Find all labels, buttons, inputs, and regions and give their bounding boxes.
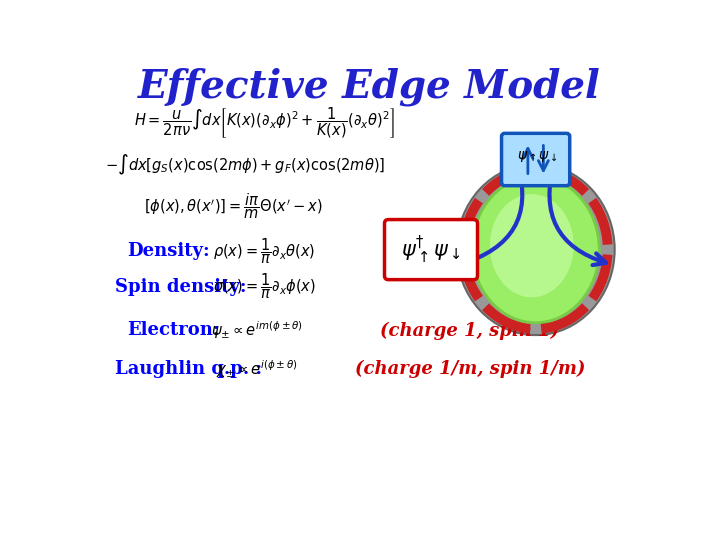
Text: $\psi_{\uparrow}\psi_{\downarrow}$: $\psi_{\uparrow}\psi_{\downarrow}$	[517, 149, 557, 164]
FancyArrowPatch shape	[461, 167, 527, 264]
Text: $\psi_{\pm} \propto e^{im(\phi\pm\theta)}$: $\psi_{\pm} \propto e^{im(\phi\pm\theta)…	[211, 320, 302, 341]
Text: (charge 1/m, spin 1/m): (charge 1/m, spin 1/m)	[354, 360, 585, 378]
Text: $\psi_{\uparrow}^{\dagger}\psi_{\downarrow}$: $\psi_{\uparrow}^{\dagger}\psi_{\downarr…	[401, 234, 461, 266]
Text: $\left[\phi(x),\theta(x')\right] = \dfrac{i\pi}{m}\Theta(x'-x)$: $\left[\phi(x),\theta(x')\right] = \dfra…	[144, 192, 323, 221]
FancyBboxPatch shape	[502, 133, 570, 186]
Text: Effective Edge Model: Effective Edge Model	[138, 67, 600, 106]
Text: $\sigma(x) = \dfrac{1}{\pi}\partial_x\phi(x)$: $\sigma(x) = \dfrac{1}{\pi}\partial_x\ph…	[213, 272, 316, 301]
Text: (charge 1, spin 1): (charge 1, spin 1)	[380, 321, 559, 340]
Text: Density:: Density:	[127, 242, 210, 260]
Text: $H = \dfrac{u}{2\pi\nu}\int dx\left[K(x)(\partial_x\phi)^2 + \dfrac{1}{K(x)}(\pa: $H = \dfrac{u}{2\pi\nu}\int dx\left[K(x)…	[134, 106, 395, 141]
Text: $\rho(x) = \dfrac{1}{\pi}\partial_x\theta(x)$: $\rho(x) = \dfrac{1}{\pi}\partial_x\thet…	[213, 237, 315, 266]
Ellipse shape	[490, 194, 574, 298]
Text: Electron:: Electron:	[127, 321, 220, 340]
Text: $\chi_{\pm} \propto e^{i(\phi\pm\theta)}$: $\chi_{\pm} \propto e^{i(\phi\pm\theta)}…	[216, 358, 297, 380]
Text: Spin density:: Spin density:	[114, 278, 246, 295]
FancyBboxPatch shape	[384, 220, 477, 280]
Text: Laughlin q.p. :: Laughlin q.p. :	[114, 360, 262, 378]
Text: $-\int dx\left[g_S(x)\cos(2m\phi) + g_F(x)\cos(2m\theta)\right]$: $-\int dx\left[g_S(x)\cos(2m\phi) + g_F(…	[105, 153, 385, 177]
FancyArrowPatch shape	[549, 162, 606, 265]
Ellipse shape	[456, 164, 615, 335]
Ellipse shape	[472, 177, 599, 323]
